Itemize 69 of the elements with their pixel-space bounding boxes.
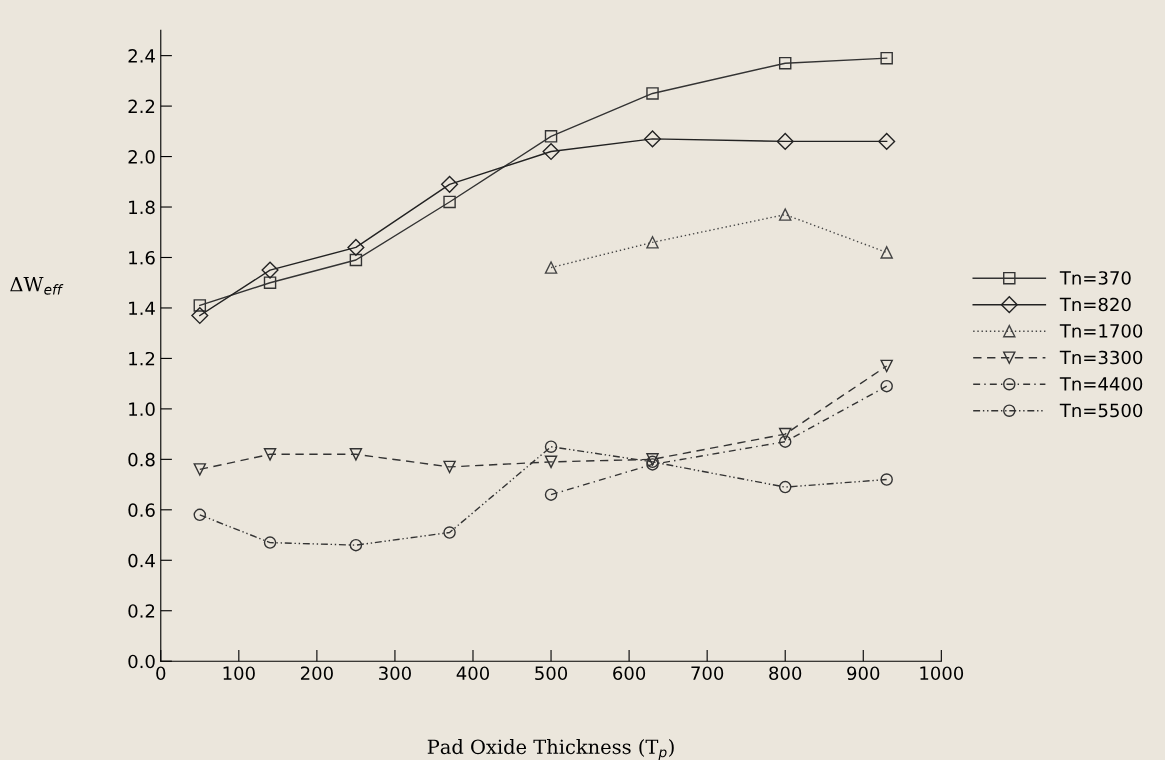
point (776, 132, 794, 150)
point (778, 427, 792, 441)
point (544, 488, 558, 501)
point (191, 306, 209, 325)
x-tick-label: 500 (535, 666, 568, 681)
point (778, 208, 792, 221)
x-tick-label: 400 (456, 666, 490, 681)
point (544, 261, 558, 274)
x-axis-title: Pad Oxide Thickness (T$_{p}$) (427, 739, 674, 760)
point (880, 246, 893, 259)
point (193, 463, 207, 476)
point (880, 473, 893, 486)
point (349, 253, 363, 267)
y-tick-label: 1.0 (129, 402, 155, 416)
point (643, 130, 662, 148)
point (193, 299, 207, 312)
point (263, 448, 277, 461)
point (878, 132, 896, 150)
point (880, 379, 893, 393)
x-tick-label: 300 (379, 666, 411, 681)
y-tick-label: 0.4 (128, 553, 155, 568)
point (347, 238, 365, 256)
x-tick-label: 800 (769, 666, 802, 681)
y-tick-label: 1.8 (129, 200, 155, 215)
y-axis-title: ΔW$_{eff}$ (10, 277, 64, 295)
point (880, 359, 893, 373)
legend-label: Tn=5500 (1059, 403, 1143, 418)
point (263, 536, 277, 549)
point (778, 56, 792, 70)
legend-label: Tn=820 (1059, 297, 1131, 312)
point (544, 130, 558, 143)
y-tick-label: 0.6 (128, 503, 155, 517)
point (349, 448, 363, 461)
x-tick-label: 700 (691, 666, 724, 681)
point (542, 142, 560, 161)
x-tick-label: 100 (223, 666, 255, 681)
y-tick-label: 0.8 (128, 452, 155, 467)
y-tick-label: 0.2 (128, 604, 155, 618)
x-tick-label: 600 (613, 666, 646, 681)
point (646, 236, 659, 249)
x-tick-label: 0 (156, 666, 166, 681)
point (544, 455, 558, 469)
x-tick-label: 200 (300, 666, 333, 681)
legend-label: Tn=3300 (1059, 350, 1143, 365)
legend-label: Tn=370 (1059, 271, 1131, 285)
point (544, 440, 558, 453)
y-tick-label: 2.2 (128, 99, 155, 113)
point (443, 526, 456, 539)
legend-label: Tn=1700 (1059, 324, 1143, 338)
point (193, 508, 207, 522)
point (441, 175, 459, 193)
point (349, 538, 363, 552)
y-tick-label: 2.4 (128, 49, 155, 63)
x-tick-label: 900 (847, 666, 880, 681)
y-tick-label: 2.0 (128, 150, 155, 164)
point (778, 435, 792, 448)
point (263, 276, 277, 289)
point (443, 195, 456, 209)
y-tick-label: 1.4 (129, 301, 155, 315)
legend-label: Tn=4400 (1059, 377, 1143, 391)
point (778, 480, 792, 494)
point (261, 261, 279, 279)
y-tick-label: 1.6 (129, 250, 155, 265)
x-tick-label: 1000 (920, 666, 964, 681)
y-tick-label: 1.2 (129, 351, 155, 366)
point (443, 460, 456, 474)
y-tick-label: 0.0 (128, 654, 155, 669)
point (646, 87, 659, 100)
point (880, 51, 893, 65)
